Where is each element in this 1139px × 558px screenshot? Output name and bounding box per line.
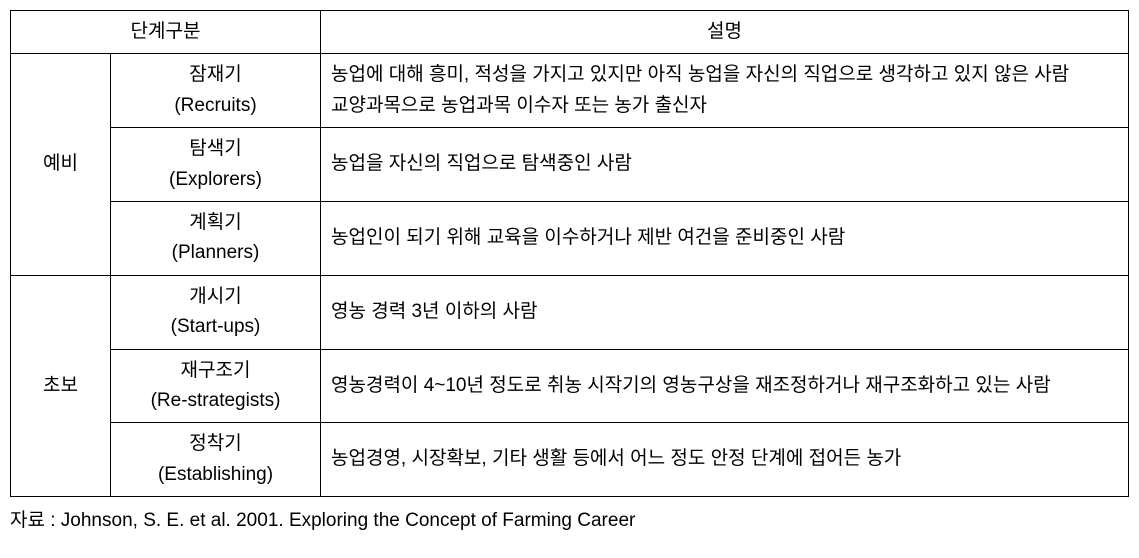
desc-recruits: 농업에 대해 흥미, 적성을 가지고 있지만 아직 농업을 자신의 직업으로 생… (321, 54, 1129, 128)
header-stage-division: 단계구분 (11, 11, 321, 54)
stage-name-en: (Recruits) (174, 95, 256, 116)
stage-establishing: 정착기 (Establishing) (111, 423, 321, 497)
desc-establishing: 농업경영, 시장확보, 기타 생활 등에서 어느 정도 안정 단계에 접어든 농… (321, 423, 1129, 497)
table-row: 계획기 (Planners) 농업인이 되기 위해 교육을 이수하거나 제반 여… (11, 201, 1129, 275)
table-row: 탐색기 (Explorers) 농업을 자신의 직업으로 탐색중인 사람 (11, 128, 1129, 202)
stage-name-ko: 정착기 (189, 433, 241, 454)
table-header-row: 단계구분 설명 (11, 11, 1129, 54)
desc-explorers: 농업을 자신의 직업으로 탐색중인 사람 (321, 128, 1129, 202)
stage-startups: 개시기 (Start-ups) (111, 275, 321, 349)
table-row: 정착기 (Establishing) 농업경영, 시장확보, 기타 생활 등에서… (11, 423, 1129, 497)
stage-name-en: (Start-ups) (171, 316, 261, 337)
desc-startups: 영농 경력 3년 이하의 사람 (321, 275, 1129, 349)
table-row: 예비 잠재기 (Recruits) 농업에 대해 흥미, 적성을 가지고 있지만… (11, 54, 1129, 128)
header-description: 설명 (321, 11, 1129, 54)
stage-recruits: 잠재기 (Recruits) (111, 54, 321, 128)
stage-explorers: 탐색기 (Explorers) (111, 128, 321, 202)
stage-name-en: (Re-strategists) (151, 390, 281, 411)
stage-name-ko: 계획기 (189, 212, 241, 233)
table-row: 초보 개시기 (Start-ups) 영농 경력 3년 이하의 사람 (11, 275, 1129, 349)
stage-name-en: (Establishing) (158, 464, 273, 485)
desc-restrategists: 영농경력이 4~10년 정도로 취농 시작기의 영농구상을 재조정하거나 재구조… (321, 349, 1129, 423)
stage-name-en: (Explorers) (169, 169, 262, 190)
table-row: 재구조기 (Re-strategists) 영농경력이 4~10년 정도로 취농… (11, 349, 1129, 423)
source-citation: 자료 : Johnson, S. E. et al. 2001. Explori… (10, 505, 1129, 532)
category-prep: 예비 (11, 54, 111, 275)
stage-name-ko: 개시기 (189, 286, 241, 307)
career-stages-table: 단계구분 설명 예비 잠재기 (Recruits) 농업에 대해 흥미, 적성을… (10, 10, 1129, 497)
stage-name-ko: 탐색기 (189, 138, 241, 159)
stage-name-ko: 잠재기 (189, 64, 241, 85)
stage-name-ko: 재구조기 (181, 360, 251, 381)
stage-planners: 계획기 (Planners) (111, 201, 321, 275)
stage-restrategists: 재구조기 (Re-strategists) (111, 349, 321, 423)
category-beginner: 초보 (11, 275, 111, 496)
desc-planners: 농업인이 되기 위해 교육을 이수하거나 제반 여건을 준비중인 사람 (321, 201, 1129, 275)
stage-name-en: (Planners) (172, 242, 260, 263)
